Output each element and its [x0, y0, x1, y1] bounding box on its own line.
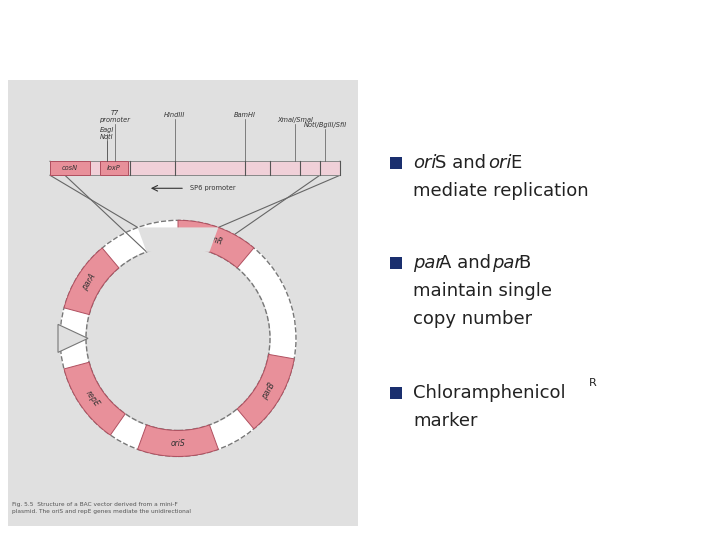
Text: copy number: copy number — [413, 310, 532, 328]
Text: EagI: EagI — [100, 127, 114, 133]
Text: R: R — [589, 379, 597, 388]
Text: S and: S and — [435, 154, 492, 172]
Text: parB: parB — [261, 381, 277, 401]
Circle shape — [86, 246, 270, 430]
Text: SP6 promoter: SP6 promoter — [190, 185, 235, 191]
Text: par: par — [492, 254, 522, 272]
FancyBboxPatch shape — [50, 161, 340, 176]
Text: Fig. 5.5  Structure of a BAC vector derived from a mini-F
plasmid. The oriS and : Fig. 5.5 Structure of a BAC vector deriv… — [12, 502, 191, 514]
Polygon shape — [138, 227, 218, 252]
Text: par: par — [413, 254, 443, 272]
Text: repE: repE — [84, 389, 101, 408]
FancyBboxPatch shape — [8, 80, 358, 525]
Text: CmR: CmR — [204, 232, 224, 247]
Text: HindIII: HindIII — [164, 112, 186, 118]
Text: Chloramphenicol: Chloramphenicol — [413, 384, 566, 402]
Text: loxP: loxP — [107, 165, 121, 171]
Polygon shape — [64, 248, 119, 315]
Text: T7
promoter: T7 promoter — [99, 110, 130, 123]
Text: ori: ori — [413, 154, 436, 172]
Text: NotI/BglII/SfiI: NotI/BglII/SfiI — [303, 122, 346, 128]
Polygon shape — [138, 425, 218, 456]
Text: E: E — [510, 154, 521, 172]
Polygon shape — [64, 362, 125, 435]
FancyBboxPatch shape — [390, 157, 402, 169]
Text: BamHI: BamHI — [234, 112, 256, 118]
Text: parA: parA — [81, 272, 98, 292]
Text: maintain single: maintain single — [413, 282, 552, 300]
FancyBboxPatch shape — [100, 161, 128, 176]
Text: A and: A and — [439, 254, 497, 272]
Text: mediate replication: mediate replication — [413, 183, 589, 200]
Polygon shape — [58, 325, 88, 353]
FancyBboxPatch shape — [50, 161, 90, 176]
Text: XmaI/SmaI: XmaI/SmaI — [277, 117, 313, 123]
Text: ori: ori — [488, 154, 511, 172]
Polygon shape — [237, 354, 294, 429]
FancyBboxPatch shape — [358, 80, 712, 525]
Text: oriS: oriS — [171, 439, 185, 448]
Polygon shape — [178, 220, 254, 268]
Text: cosN: cosN — [62, 165, 78, 171]
Text: marker: marker — [413, 413, 477, 430]
FancyBboxPatch shape — [390, 258, 402, 269]
Text: NotI: NotI — [100, 134, 114, 140]
Text: B: B — [518, 254, 530, 272]
Text: BAC vector: BAC vector — [16, 22, 240, 56]
FancyBboxPatch shape — [390, 387, 402, 400]
Circle shape — [60, 220, 296, 456]
